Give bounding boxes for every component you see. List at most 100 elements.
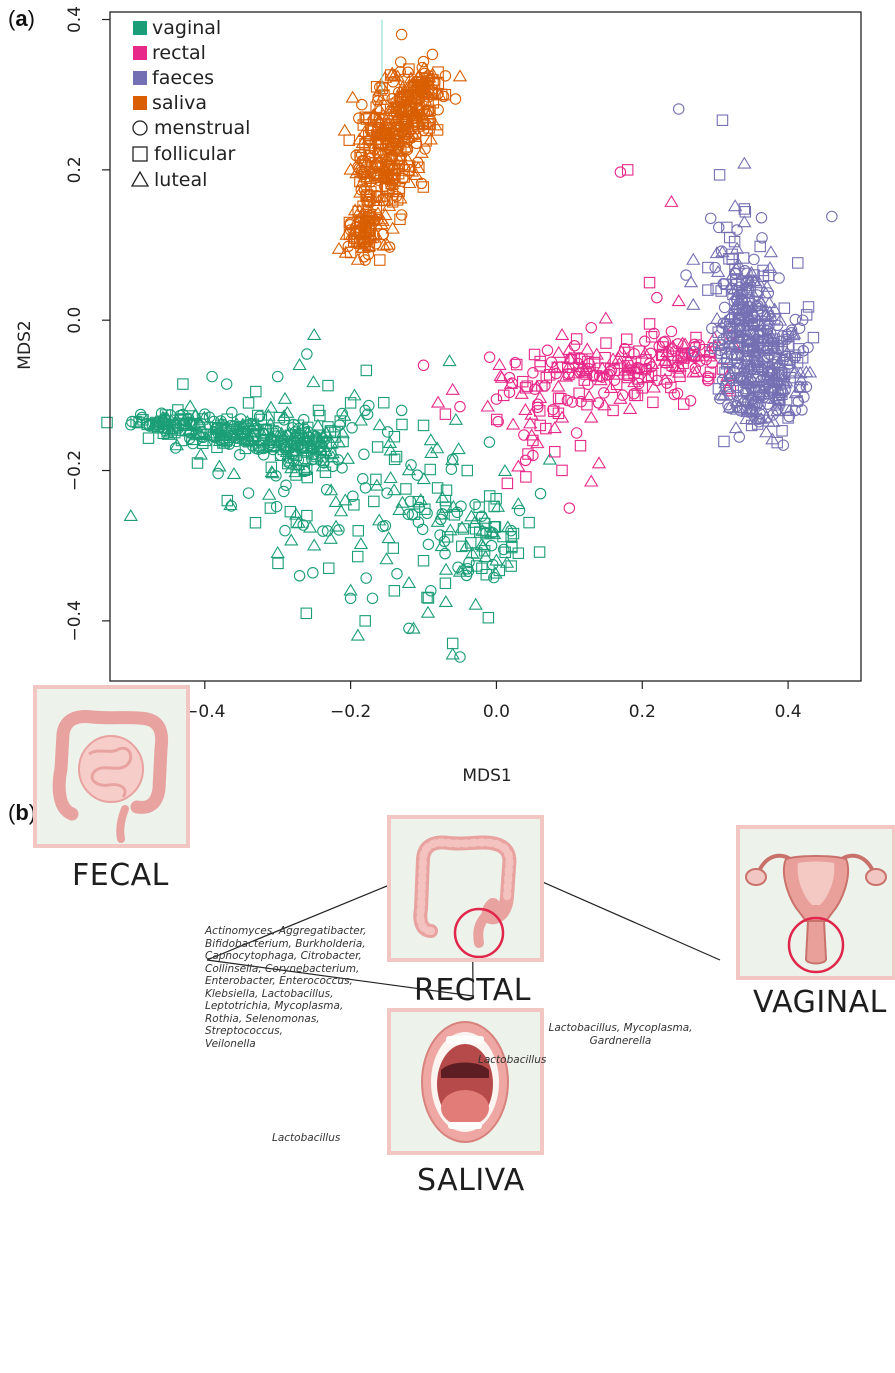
faeces-point (724, 367, 736, 379)
vaginal-point (123, 508, 138, 522)
saliva-point (393, 185, 405, 198)
faeces-point (784, 371, 796, 384)
vaginal-point (152, 420, 165, 433)
vaginal-point (379, 519, 392, 532)
vaginal-point (225, 420, 237, 432)
vaginal-point (221, 413, 233, 425)
rectal-point (534, 355, 546, 368)
rectal-point (639, 335, 651, 348)
legend-swatch (133, 71, 147, 85)
vaginal-point (265, 461, 278, 474)
vaginal-point (302, 441, 318, 454)
vaginal-point (301, 348, 313, 360)
vaginal-point (199, 408, 211, 420)
vaginal-point (332, 454, 344, 466)
vaginal-point (371, 441, 384, 453)
genus-line: Gardnerella (589, 1034, 652, 1047)
rectal-point (675, 336, 690, 349)
rectal-point (483, 351, 496, 363)
vaginal-point (278, 485, 290, 498)
vaginal-point (270, 470, 282, 482)
vaginal-point (416, 523, 429, 536)
rectal-point (651, 291, 663, 304)
faeces-point (709, 246, 725, 259)
panel-a-label: (a) (8, 6, 35, 31)
faeces-point (770, 404, 785, 417)
vaginal-point (264, 502, 277, 514)
faeces-point (768, 313, 781, 325)
rectal-point (648, 327, 660, 340)
rectal-point (595, 361, 610, 374)
edge-label-rectal-saliva: Lactobacillus (478, 1054, 547, 1066)
rectal-point (527, 367, 539, 379)
saliva-point (397, 108, 412, 121)
rectal-point (555, 392, 567, 405)
faeces-point (768, 340, 780, 352)
saliva-point (355, 135, 371, 149)
rectal-point (548, 405, 560, 418)
vaginal-point (281, 441, 293, 453)
faeces-point (759, 410, 774, 423)
vaginal-point (212, 467, 224, 480)
vaginal-point (214, 416, 229, 429)
vaginal-point (356, 473, 369, 485)
faeces-point (731, 224, 743, 236)
saliva-point (374, 254, 386, 266)
saliva-point (396, 172, 409, 185)
vaginal-point (284, 505, 297, 518)
vaginal-point (225, 500, 238, 512)
vaginal-point (336, 407, 348, 420)
vaginal-point (388, 453, 401, 466)
rectal-point (523, 416, 538, 429)
legend: vaginal rectal faeces saliva menstrual follic… (130, 17, 250, 191)
rectal-point (497, 389, 510, 402)
saliva-point (360, 188, 376, 201)
saliva-point (371, 213, 384, 226)
intestines-icon (52, 710, 169, 843)
vaginal-point (391, 567, 403, 580)
rectal-point (613, 391, 628, 404)
vaginal-point (344, 592, 357, 605)
rectal-point (614, 166, 627, 178)
vaginal-point (319, 466, 332, 479)
vaginal-point (423, 433, 438, 446)
faeces-point (756, 364, 768, 376)
legend-label: luteal (154, 169, 207, 191)
vaginal-point (351, 550, 364, 563)
rectal-point (690, 331, 702, 344)
vaginal-point (445, 463, 458, 475)
vaginal-point (366, 592, 379, 605)
vaginal-point (337, 408, 352, 421)
rectal-point (665, 325, 678, 338)
vaginal-point (340, 451, 355, 464)
vaginal-point (434, 539, 449, 552)
site-label-rectal: RECTAL (414, 973, 531, 1008)
saliva-point (413, 99, 426, 111)
panel-a-letter: a (15, 6, 28, 31)
saliva-point (452, 69, 468, 82)
vaginal-point (298, 413, 310, 426)
faeces-point (791, 395, 803, 407)
rectal-point (668, 359, 683, 372)
faeces-point (764, 327, 777, 340)
rectal-point (562, 351, 577, 364)
vaginal-point (452, 564, 468, 577)
saliva-point (395, 28, 408, 41)
faeces-point (757, 391, 770, 404)
rectal-point (671, 294, 686, 307)
rectal-point (614, 345, 629, 358)
vaginal-point (425, 585, 437, 597)
faeces-point (761, 354, 774, 367)
rectal-point (554, 410, 570, 423)
faeces-point (728, 338, 741, 351)
vaginal-point (424, 463, 436, 476)
rectal-point (653, 340, 665, 353)
rectal-point (519, 382, 532, 394)
rectal-point (554, 327, 570, 340)
vaginal-point (360, 572, 372, 584)
rectal-point (625, 356, 637, 368)
rectal-point (628, 348, 640, 360)
rectal-point (417, 359, 430, 372)
saliva-point (389, 174, 401, 186)
vaginal-point (133, 416, 145, 429)
